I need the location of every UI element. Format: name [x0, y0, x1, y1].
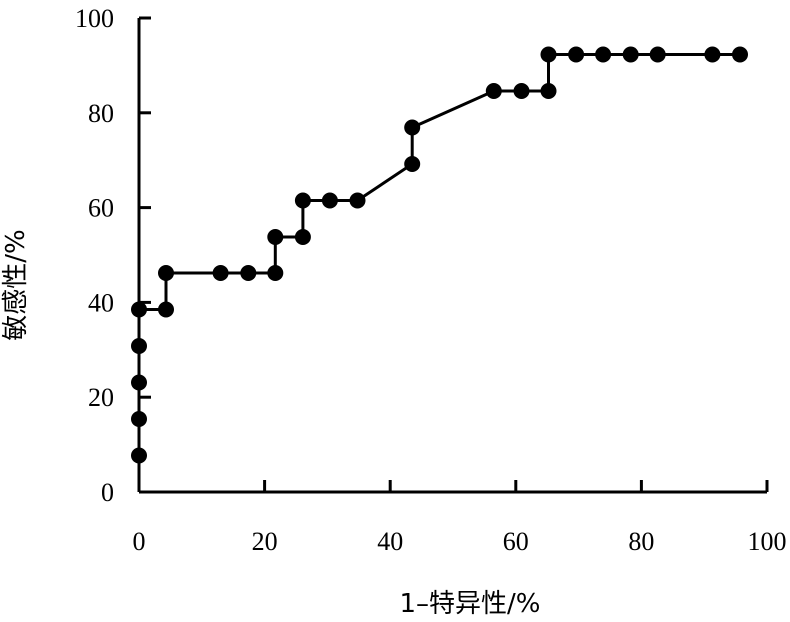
- data-point: [294, 192, 311, 209]
- data-point: [404, 156, 421, 172]
- data-point: [267, 265, 284, 281]
- data-point: [732, 46, 748, 63]
- data-point: [485, 83, 502, 99]
- data-point: [212, 265, 229, 281]
- data-point: [649, 46, 666, 63]
- data-point: [131, 338, 147, 354]
- y-tick-label: 0: [101, 478, 114, 507]
- x-tick-label: 100: [748, 527, 787, 556]
- x-tick-label: 80: [628, 527, 654, 556]
- data-point: [131, 411, 147, 427]
- x-tick-label: 20: [252, 527, 278, 556]
- data-point: [595, 46, 612, 63]
- data-point: [704, 46, 721, 63]
- data-point: [349, 192, 366, 209]
- data-point: [131, 374, 147, 391]
- data-point: [267, 229, 284, 245]
- data-point: [404, 119, 421, 136]
- data-point: [540, 83, 557, 99]
- x-tick-label: 40: [377, 527, 403, 556]
- y-tick-label: 60: [88, 194, 114, 223]
- x-axis-title: 1–特异性/%: [399, 589, 540, 619]
- y-tick-label: 80: [88, 99, 114, 128]
- x-ticks: 0 20 40 60 80 100: [133, 480, 787, 556]
- x-tick-label: 0: [133, 527, 146, 556]
- y-tick-label: 40: [88, 288, 114, 317]
- data-point: [540, 46, 557, 63]
- data-point: [568, 46, 585, 63]
- series-layer: [131, 46, 748, 464]
- x-tick-label: 60: [503, 527, 529, 556]
- data-point: [240, 265, 257, 281]
- data-point: [131, 447, 147, 464]
- y-axis-title: 敏感性/%: [1, 229, 31, 340]
- data-point: [513, 83, 530, 99]
- axes: [137, 18, 767, 494]
- y-ticks: 0 20 40 60 80 100: [75, 4, 151, 507]
- data-point: [158, 265, 174, 281]
- data-point: [622, 46, 639, 63]
- data-point: [131, 301, 147, 318]
- data-point: [158, 301, 174, 318]
- data-point: [294, 229, 311, 245]
- y-tick-label: 100: [75, 4, 114, 33]
- data-point: [321, 192, 338, 209]
- roc-curve-line: [137, 53, 740, 456]
- y-tick-label: 20: [88, 383, 114, 412]
